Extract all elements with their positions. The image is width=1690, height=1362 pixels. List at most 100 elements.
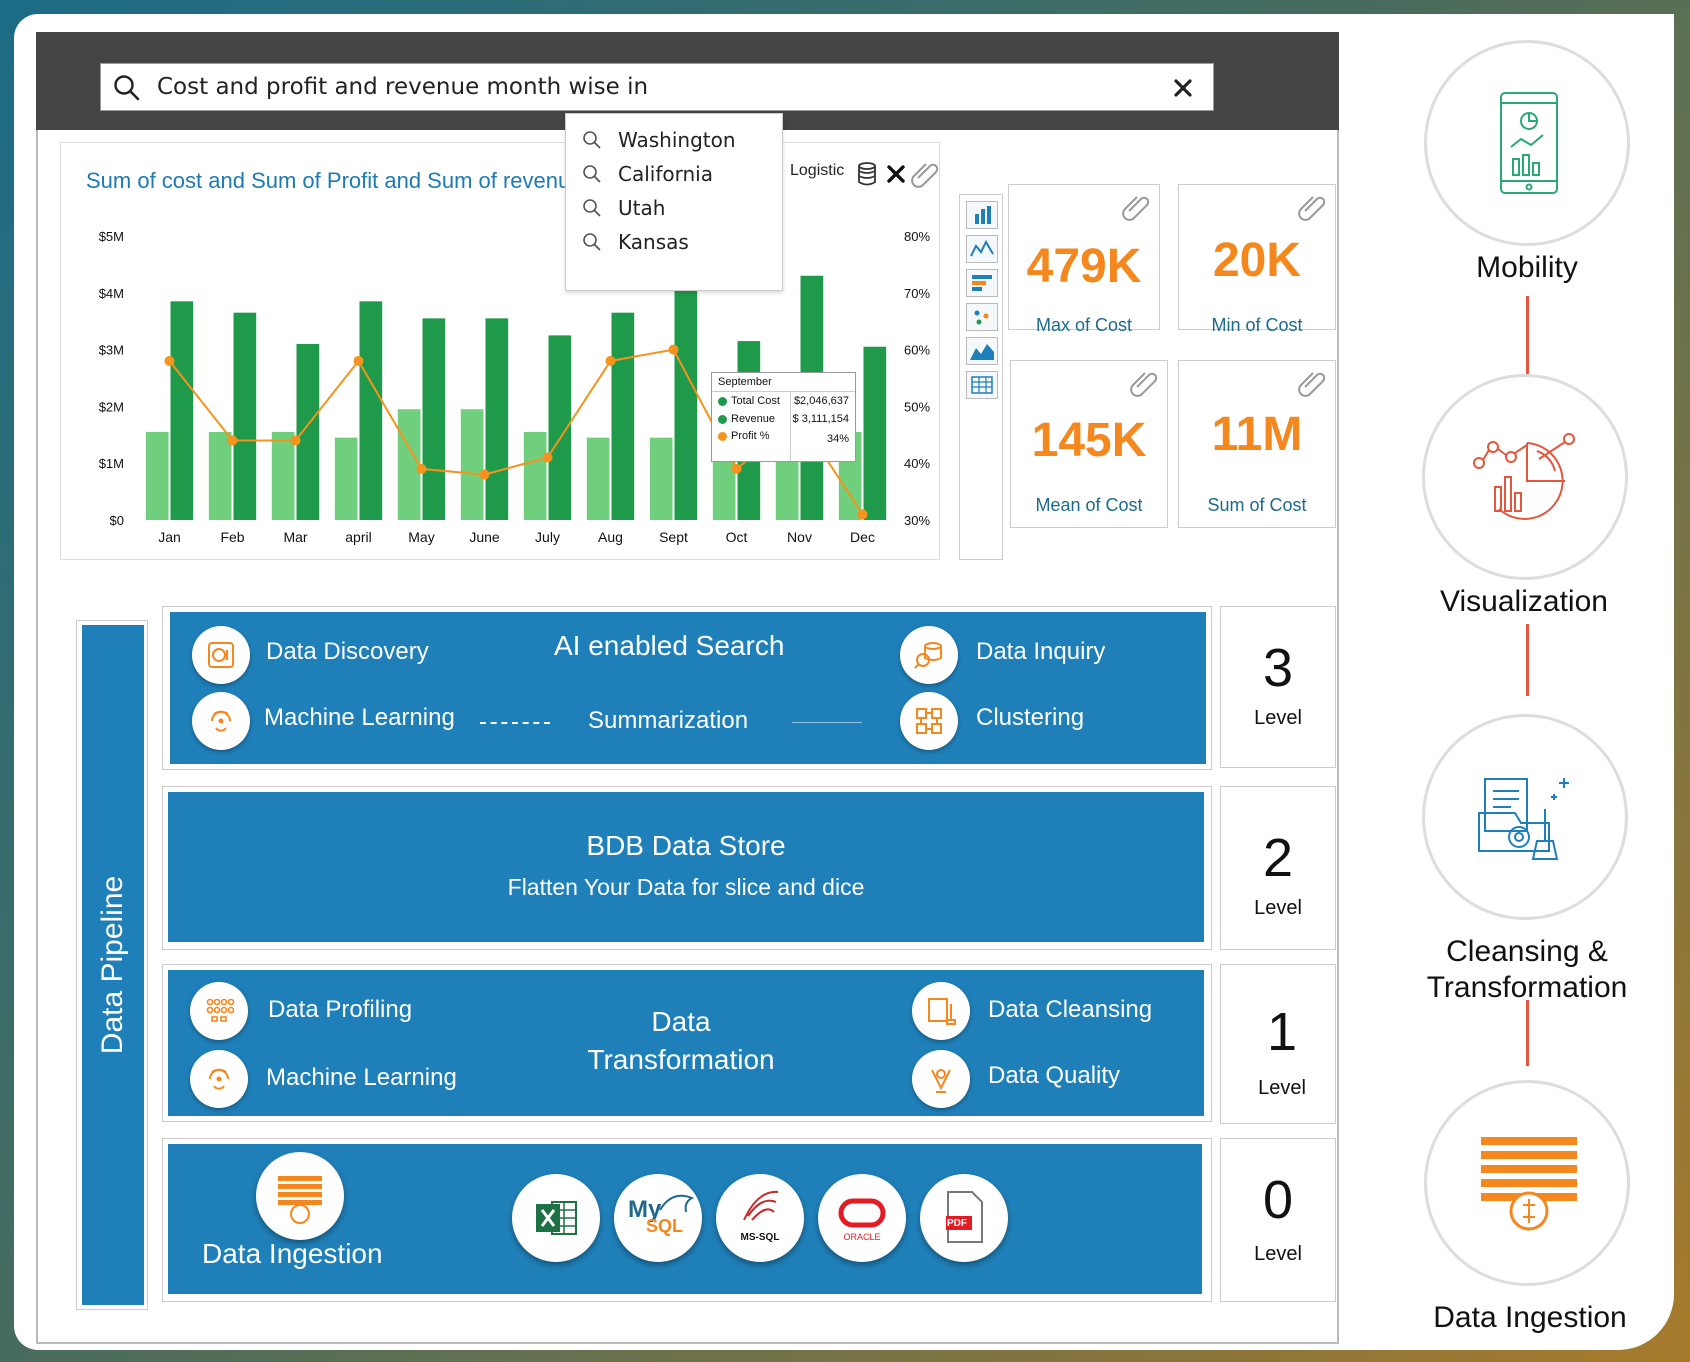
scatter-chart-icon[interactable] [966, 303, 998, 331]
legend-dot-cost [718, 396, 727, 406]
suggestion-label: Kansas [618, 230, 689, 254]
table-chart-icon[interactable] [966, 371, 998, 399]
level3-title: AI enabled Search [554, 630, 785, 661]
x-tick-label: april [345, 529, 371, 545]
tooltip-value: $2,046,637 [793, 395, 849, 407]
bar-revenue [233, 312, 257, 520]
bar-revenue [863, 346, 887, 520]
x-tick-label: June [469, 529, 500, 545]
profit-point [353, 355, 364, 366]
level-number: 1 [1266, 1002, 1298, 1062]
data-ingestion-icon [1481, 1137, 1577, 1231]
mssql-icon[interactable]: MS-SQL [716, 1174, 804, 1262]
item-label: Machine Learning [264, 704, 455, 731]
mssql-label: MS-SQL [740, 1232, 780, 1243]
attach-icon[interactable] [1297, 191, 1327, 221]
level-number: 2 [1262, 828, 1294, 888]
x-tick-label: Aug [598, 529, 623, 545]
bar-total-cost [586, 437, 610, 520]
kpi-label: Sum of Cost [1207, 495, 1307, 515]
search-icon [583, 233, 601, 251]
pipeline-frame [76, 620, 148, 1310]
data-pipeline-bar: Data Pipeline [82, 625, 144, 1305]
attach-icon[interactable] [1297, 367, 1327, 397]
visualization-icon [1473, 433, 1575, 520]
suggestion-item[interactable]: Utah [582, 196, 665, 220]
database-icon[interactable] [856, 162, 878, 186]
chart-type-toolbar [959, 194, 1003, 560]
level3-frame [162, 606, 1212, 770]
area-chart-icon[interactable] [966, 337, 998, 365]
connector-line [792, 722, 862, 723]
tooltip-label: Total Cost [731, 395, 780, 407]
mobility-circle [1424, 40, 1630, 246]
kpi-label: Max of Cost [1035, 315, 1133, 335]
bar-revenue [674, 272, 698, 520]
attach-icon[interactable] [1129, 367, 1159, 397]
rail-label-mobility: Mobility [1476, 251, 1578, 284]
y-tick-label-right: 70% [904, 286, 930, 301]
x-tick-label: Jan [158, 529, 181, 545]
attach-icon[interactable] [1121, 191, 1151, 221]
suggestion-item[interactable]: Kansas [582, 230, 689, 254]
level0-badge: 0 Level [1220, 1138, 1336, 1302]
kpi-label: Mean of Cost [1035, 495, 1143, 515]
level0-panel: Data Ingestion My SQL MS-SQL ORACLE PDF [168, 1144, 1202, 1294]
legend-dot-revenue [718, 414, 727, 424]
tooltip-value: $ 3,111,154 [792, 413, 849, 425]
pdf-icon[interactable]: PDF [920, 1174, 1008, 1262]
data-profiling-icon [190, 982, 248, 1040]
level1-frame [162, 964, 1212, 1122]
search-icon [583, 131, 601, 149]
tooltip-label: Revenue [731, 413, 776, 425]
chart-tooltip: September Total Cost $2,046,637 Revenue … [711, 372, 856, 462]
data-inquiry-icon [900, 626, 958, 684]
y-tick-label-right: 60% [904, 343, 930, 358]
level1-badge: 1 Level [1220, 964, 1336, 1124]
bar-total-cost [334, 437, 358, 520]
profit-point [542, 452, 553, 463]
bar-revenue [296, 343, 320, 520]
y-tick-label-right: 40% [904, 456, 930, 471]
machine-learning-icon [192, 692, 250, 750]
item-label: Data Inquiry [976, 638, 1106, 665]
search-query: Cost and profit and revenue month wise i… [157, 74, 649, 100]
clear-icon[interactable] [1173, 78, 1193, 98]
kpi-value: 11M [1211, 408, 1303, 461]
item-label: Clustering [976, 704, 1085, 731]
oracle-icon[interactable]: ORACLE [818, 1174, 906, 1262]
kpi-value: 145K [1031, 414, 1147, 467]
hbar-chart-icon[interactable] [966, 269, 998, 297]
level-label: Level [1258, 1077, 1306, 1099]
data-cleansing-icon [912, 982, 970, 1040]
kpi-card-max: 479K Max of Cost [1008, 184, 1160, 335]
level2-panel: BDB Data Store Flatten Your Data for sli… [168, 792, 1204, 942]
level-label: Level [1254, 897, 1302, 919]
x-tick-label: Oct [726, 529, 748, 545]
level1-title-line1: Data [651, 1006, 711, 1037]
excel-icon[interactable] [512, 1174, 600, 1262]
connector-line [1526, 624, 1529, 696]
connector-line [1526, 1000, 1529, 1066]
y-tick-label-right: 30% [904, 513, 930, 528]
close-chart-icon[interactable] [886, 164, 906, 184]
line-chart-icon[interactable] [966, 235, 998, 263]
search-input[interactable]: Cost and profit and revenue month wise i… [100, 63, 1214, 111]
suggestion-item[interactable]: Washington [582, 128, 736, 152]
mobile-chart-icon [1500, 92, 1558, 194]
attach-icon[interactable] [910, 158, 940, 188]
pdf-label: PDF [947, 1218, 967, 1229]
mysql-icon[interactable]: My SQL [614, 1174, 702, 1262]
x-tick-label: Dec [850, 529, 875, 545]
bar-chart-icon[interactable] [966, 201, 998, 229]
suggestion-dropdown: Washington California Utah Kansas [565, 113, 783, 291]
x-tick-label: July [535, 529, 560, 545]
kpi-value: 479K [1026, 240, 1142, 293]
level2-badge: 2 Level [1220, 786, 1336, 950]
legend-dot-profit [718, 431, 727, 441]
y-tick-label-left: $2M [99, 399, 124, 414]
bar-revenue [170, 301, 194, 520]
suggestion-item[interactable]: California [582, 162, 713, 186]
bar-total-cost [523, 431, 547, 520]
rail-label-transformation: Transformation [1426, 971, 1628, 1004]
